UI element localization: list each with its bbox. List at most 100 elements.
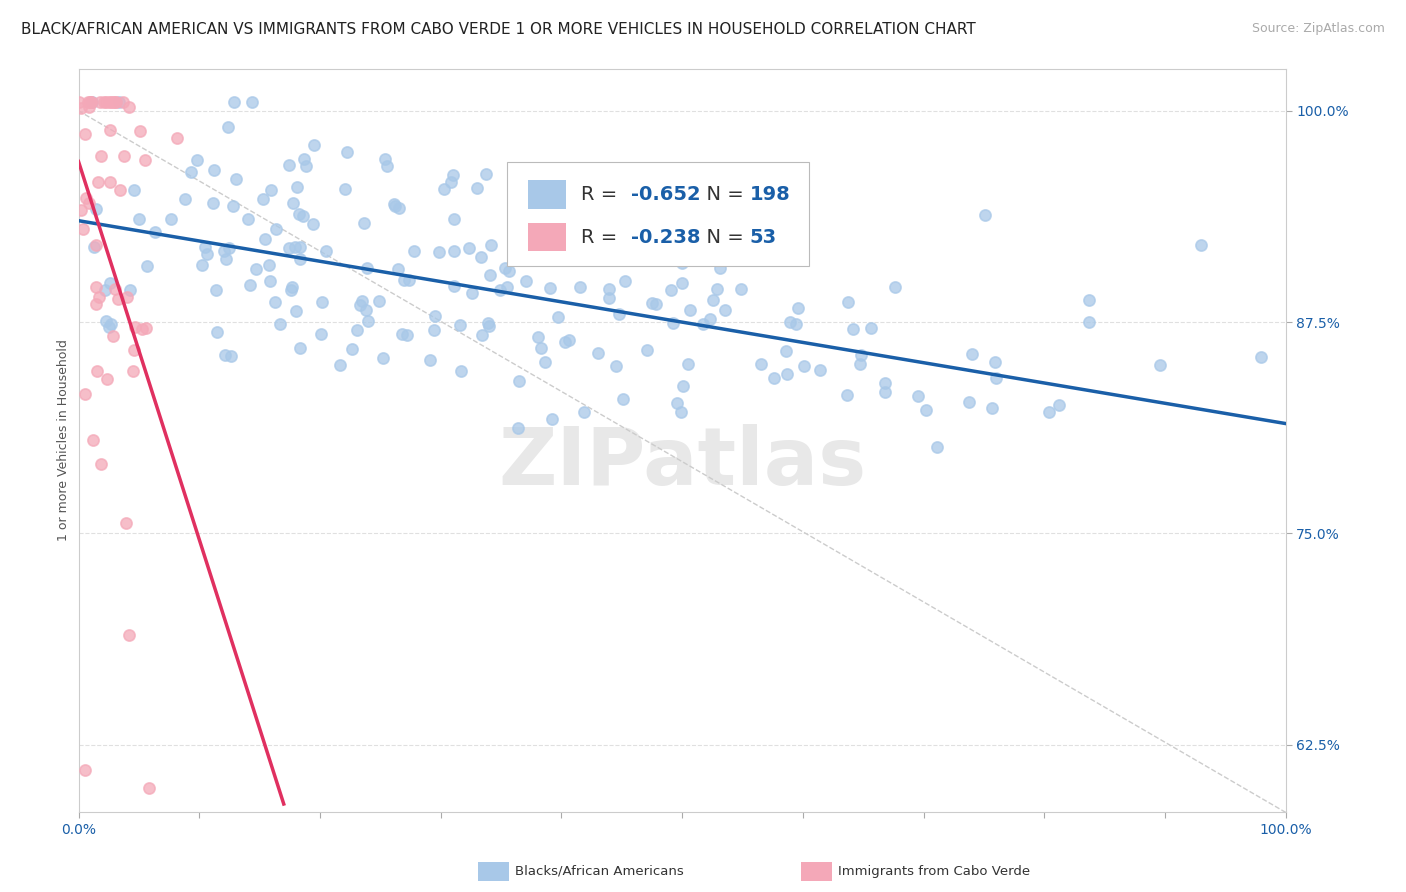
Point <box>699 312 721 326</box>
Point <box>304 138 326 153</box>
Point <box>371 351 394 365</box>
Point <box>309 326 332 341</box>
Point <box>98 95 121 110</box>
Point <box>353 216 375 230</box>
Point <box>94 314 117 328</box>
Point <box>122 364 145 378</box>
Point <box>352 294 374 309</box>
Point <box>509 171 531 186</box>
Point <box>218 241 240 255</box>
Point <box>205 326 228 340</box>
Point <box>478 318 501 333</box>
Text: Immigrants from Cabo Verde: Immigrants from Cabo Verde <box>838 865 1031 878</box>
Point <box>83 239 105 253</box>
Point <box>202 195 225 210</box>
Text: 53: 53 <box>749 227 778 246</box>
Point <box>356 260 378 275</box>
Point <box>70 101 93 115</box>
Point <box>75 387 97 401</box>
Point <box>835 388 858 402</box>
Point <box>292 209 315 223</box>
Point <box>290 252 312 266</box>
Point <box>605 359 627 373</box>
Point <box>1038 405 1060 419</box>
Point <box>598 282 620 296</box>
Point <box>174 192 197 206</box>
Point <box>112 149 135 163</box>
Point <box>479 268 502 283</box>
Point <box>135 260 157 274</box>
Point <box>692 317 714 331</box>
Point <box>80 95 103 110</box>
Point <box>558 333 581 347</box>
Point <box>450 364 472 378</box>
Point <box>100 317 122 331</box>
Point <box>111 95 134 110</box>
Point <box>107 292 129 306</box>
Point <box>311 294 333 309</box>
Point <box>808 363 831 377</box>
Point <box>875 376 897 391</box>
Point <box>506 421 529 435</box>
Point <box>636 343 658 357</box>
Point <box>75 191 97 205</box>
Point <box>1189 237 1212 252</box>
Point <box>186 153 208 167</box>
Point <box>851 348 873 362</box>
Point <box>79 196 101 211</box>
Point <box>927 440 949 454</box>
Point <box>87 176 110 190</box>
Point <box>280 283 302 297</box>
Point <box>89 95 111 110</box>
Point <box>115 516 138 531</box>
Point <box>101 95 124 110</box>
Point <box>720 247 742 261</box>
Point <box>662 316 685 330</box>
Point <box>793 359 815 373</box>
Point <box>479 238 502 252</box>
Point <box>75 764 97 778</box>
Point <box>77 100 100 114</box>
Point <box>257 258 280 272</box>
Point <box>679 303 702 318</box>
Point <box>202 162 225 177</box>
Point <box>288 207 311 221</box>
Point <box>398 273 420 287</box>
Point <box>222 199 245 213</box>
Point <box>762 371 785 385</box>
Point <box>222 95 245 110</box>
Point <box>301 217 323 231</box>
Point <box>647 248 669 262</box>
Point <box>440 175 463 189</box>
Point <box>530 341 553 355</box>
Y-axis label: 1 or more Vehicles in Household: 1 or more Vehicles in Household <box>58 340 70 541</box>
Point <box>465 181 488 195</box>
Point <box>387 262 409 277</box>
Point <box>357 313 380 327</box>
Point <box>443 211 465 226</box>
Text: R =: R = <box>581 185 623 204</box>
Point <box>221 349 243 363</box>
Point <box>259 274 281 288</box>
Point <box>131 322 153 336</box>
Point <box>98 122 121 136</box>
Point <box>288 342 311 356</box>
Point <box>103 328 125 343</box>
Point <box>217 120 239 135</box>
Point <box>443 244 465 259</box>
Point <box>285 179 308 194</box>
Point <box>315 244 337 259</box>
Point <box>641 296 664 310</box>
Point <box>115 290 138 304</box>
Point <box>134 153 156 168</box>
Point <box>388 201 411 215</box>
Point <box>515 274 537 288</box>
Point <box>384 199 406 213</box>
Point <box>1250 350 1272 364</box>
Point <box>84 297 107 311</box>
FancyBboxPatch shape <box>527 223 567 252</box>
Point <box>702 293 724 307</box>
Point <box>709 261 731 276</box>
Point <box>214 348 236 362</box>
Point <box>108 95 131 110</box>
